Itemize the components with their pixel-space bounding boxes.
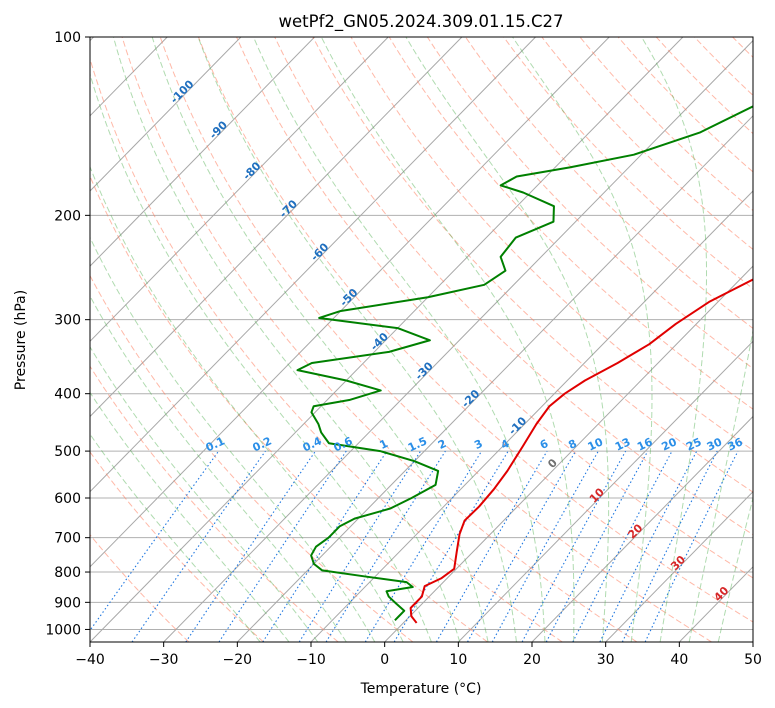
dry-adiabat-line [90,175,488,642]
isotherm-line [90,37,389,343]
x-tick-label: 30 [597,652,615,668]
moist-adiabat-line [90,391,290,642]
isotherm-line [90,37,315,267]
x-tick-label: 10 [449,652,467,668]
x-axis: −40 −30 −20 −10 0 10 20 30 40 50 [75,642,762,668]
moist-adiabat-line [405,37,610,642]
sounding-profiles [296,105,753,624]
isotherm-line [236,115,753,642]
mixing-ratio-line [621,450,718,642]
moist-adiabat-line [90,433,261,642]
mixing-ratio-line [491,450,599,642]
x-tick-label: 0 [380,652,389,668]
isotherm-line [457,340,753,642]
y-tick-label: 800 [54,565,81,581]
chart-title: wetPf2_GN05.2024.309.01.15.C27 [279,12,564,32]
moist-adiabat-line [90,72,432,642]
moist-adiabat-line [90,236,376,642]
x-tick-label: 20 [523,652,541,668]
mixing-ratio-line [90,450,220,632]
isotherm-line [384,265,753,642]
dry-adiabat-line [159,37,712,642]
mixing-ratio-label: 25 [684,435,703,453]
mixing-ratio-line [545,450,649,642]
mixing-ratio-line [185,450,316,642]
isotherm-line [310,190,753,642]
mixing-ratio-line [218,450,347,642]
dry-adiabat-line [312,37,753,493]
mixing-ratio-line [298,450,422,642]
x-tick-label: −20 [223,652,253,668]
mixing-ratio-label: 13 [613,435,632,453]
dry-adiabat-line [90,274,414,642]
y-tick-label: 700 [54,531,81,547]
dry-adiabat-line [90,365,339,642]
dry-adiabat-line [426,37,753,370]
isotherm-line [531,415,753,642]
moist-adiabat-line [90,165,404,642]
moist-adiabat-line [253,37,546,642]
isotherm-line [90,37,610,568]
isotherm-line [90,37,463,418]
isotherm-line [605,490,753,642]
moist-adiabat-line [512,37,653,642]
dry-adiabat-line [121,37,638,642]
plot-frame [89,36,754,643]
y-tick-label: 400 [54,387,81,403]
x-axis-label: Temperature (°C) [360,681,482,697]
mixing-ratio-label: 10 [586,435,606,453]
moist-adiabat-line [320,37,575,642]
moist-adiabat-line [641,37,708,642]
x-tick-label: −40 [75,652,105,668]
isotherm-line [90,37,242,192]
mixing-ratio-label: 20 [659,435,679,453]
moist-adiabat-line [688,328,753,642]
y-tick-label: 1000 [45,622,81,638]
isotherm-line [90,37,684,642]
mixing-ratio-label: 16 [635,435,655,453]
temperature-profile [409,278,753,624]
mixing-ratio-line [467,450,577,642]
isotherm-line [163,39,753,642]
y-axis: 100 200 300 400 500 600 700 800 900 1000 [45,30,90,638]
dry-adiabat-line [350,37,753,451]
isotherm-line [90,37,536,493]
moist-adiabat-line [90,345,319,642]
y-axis-label: Pressure (hPa) [13,290,29,390]
y-tick-label: 100 [54,30,81,46]
y-tick-label: 300 [54,313,81,329]
y-tick-label: 500 [54,444,81,460]
mixing-ratio-label: 30 [705,435,725,453]
mixing-ratio-line [131,450,266,642]
dry-adiabat-line [465,37,753,329]
moist-adiabat-line [197,37,517,642]
y-tick-label: 600 [54,491,81,507]
y-tick-label: 200 [54,208,81,224]
mixing-ratio-line [599,450,698,642]
dry-adiabat-line [90,57,563,642]
x-tick-label: −30 [149,652,179,668]
dewpoint-profile [296,105,753,621]
x-tick-label: 50 [744,652,762,668]
x-tick-label: 40 [670,652,688,668]
mixing-ratio-label: 36 [726,435,746,453]
mixing-ratio-line [364,450,483,642]
mixing-ratio-line [521,450,627,642]
dry-adiabat-line [90,533,190,642]
y-tick-label: 900 [54,595,81,611]
background-lines [90,37,753,642]
moist-adiabat-line [112,37,461,642]
x-tick-label: −10 [296,652,326,668]
dry-adiabat-line [274,37,753,536]
